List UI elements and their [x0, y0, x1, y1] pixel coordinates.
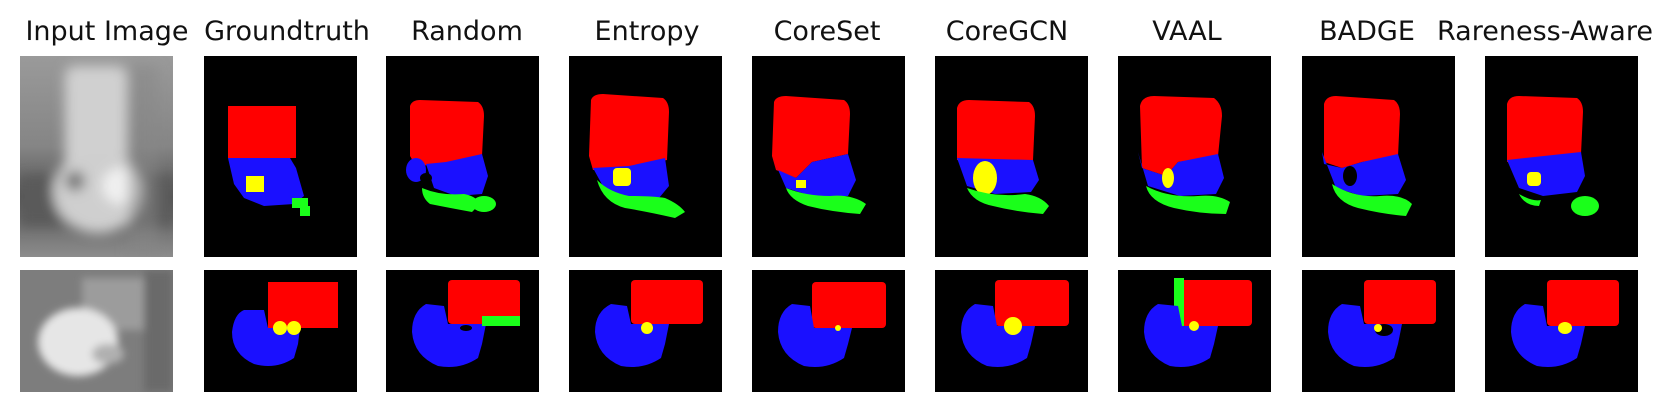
coreset-mask-row2 — [752, 270, 905, 392]
badge-mask-row2 — [1302, 270, 1455, 392]
col-title-coreset: CoreSet — [773, 16, 881, 47]
col-title-coregcn: CoreGCN — [945, 16, 1069, 47]
coregcn-mask-row2 — [935, 270, 1088, 392]
col-title-rareness-aware: Rareness-Aware — [1437, 16, 1653, 47]
coreset-mask-row1 — [752, 56, 905, 257]
badge-mask-row1 — [1302, 56, 1455, 257]
rareness-aware-mask-row2 — [1485, 270, 1638, 392]
vaal-mask-row1 — [1118, 56, 1271, 257]
rareness-aware-mask-row1 — [1485, 56, 1638, 257]
col-title-input-image: Input Image — [25, 16, 189, 47]
col-title-groundtruth: Groundtruth — [204, 16, 370, 47]
col-title-vaal: VAAL — [1152, 16, 1222, 47]
entropy-mask-row1 — [569, 56, 722, 257]
entropy-mask-row2 — [569, 270, 722, 392]
groundtruth-mask-row2 — [204, 270, 357, 392]
col-title-random: Random — [411, 16, 523, 47]
random-mask-row1 — [386, 56, 539, 257]
col-title-entropy: Entropy — [594, 16, 700, 47]
groundtruth-mask-row1 — [204, 56, 357, 257]
input-image-row1 — [20, 56, 173, 257]
vaal-mask-row2 — [1118, 270, 1271, 392]
random-mask-row2 — [386, 270, 539, 392]
coregcn-mask-row1 — [935, 56, 1088, 257]
input-image-row2 — [20, 270, 173, 392]
col-title-badge: BADGE — [1319, 16, 1415, 47]
